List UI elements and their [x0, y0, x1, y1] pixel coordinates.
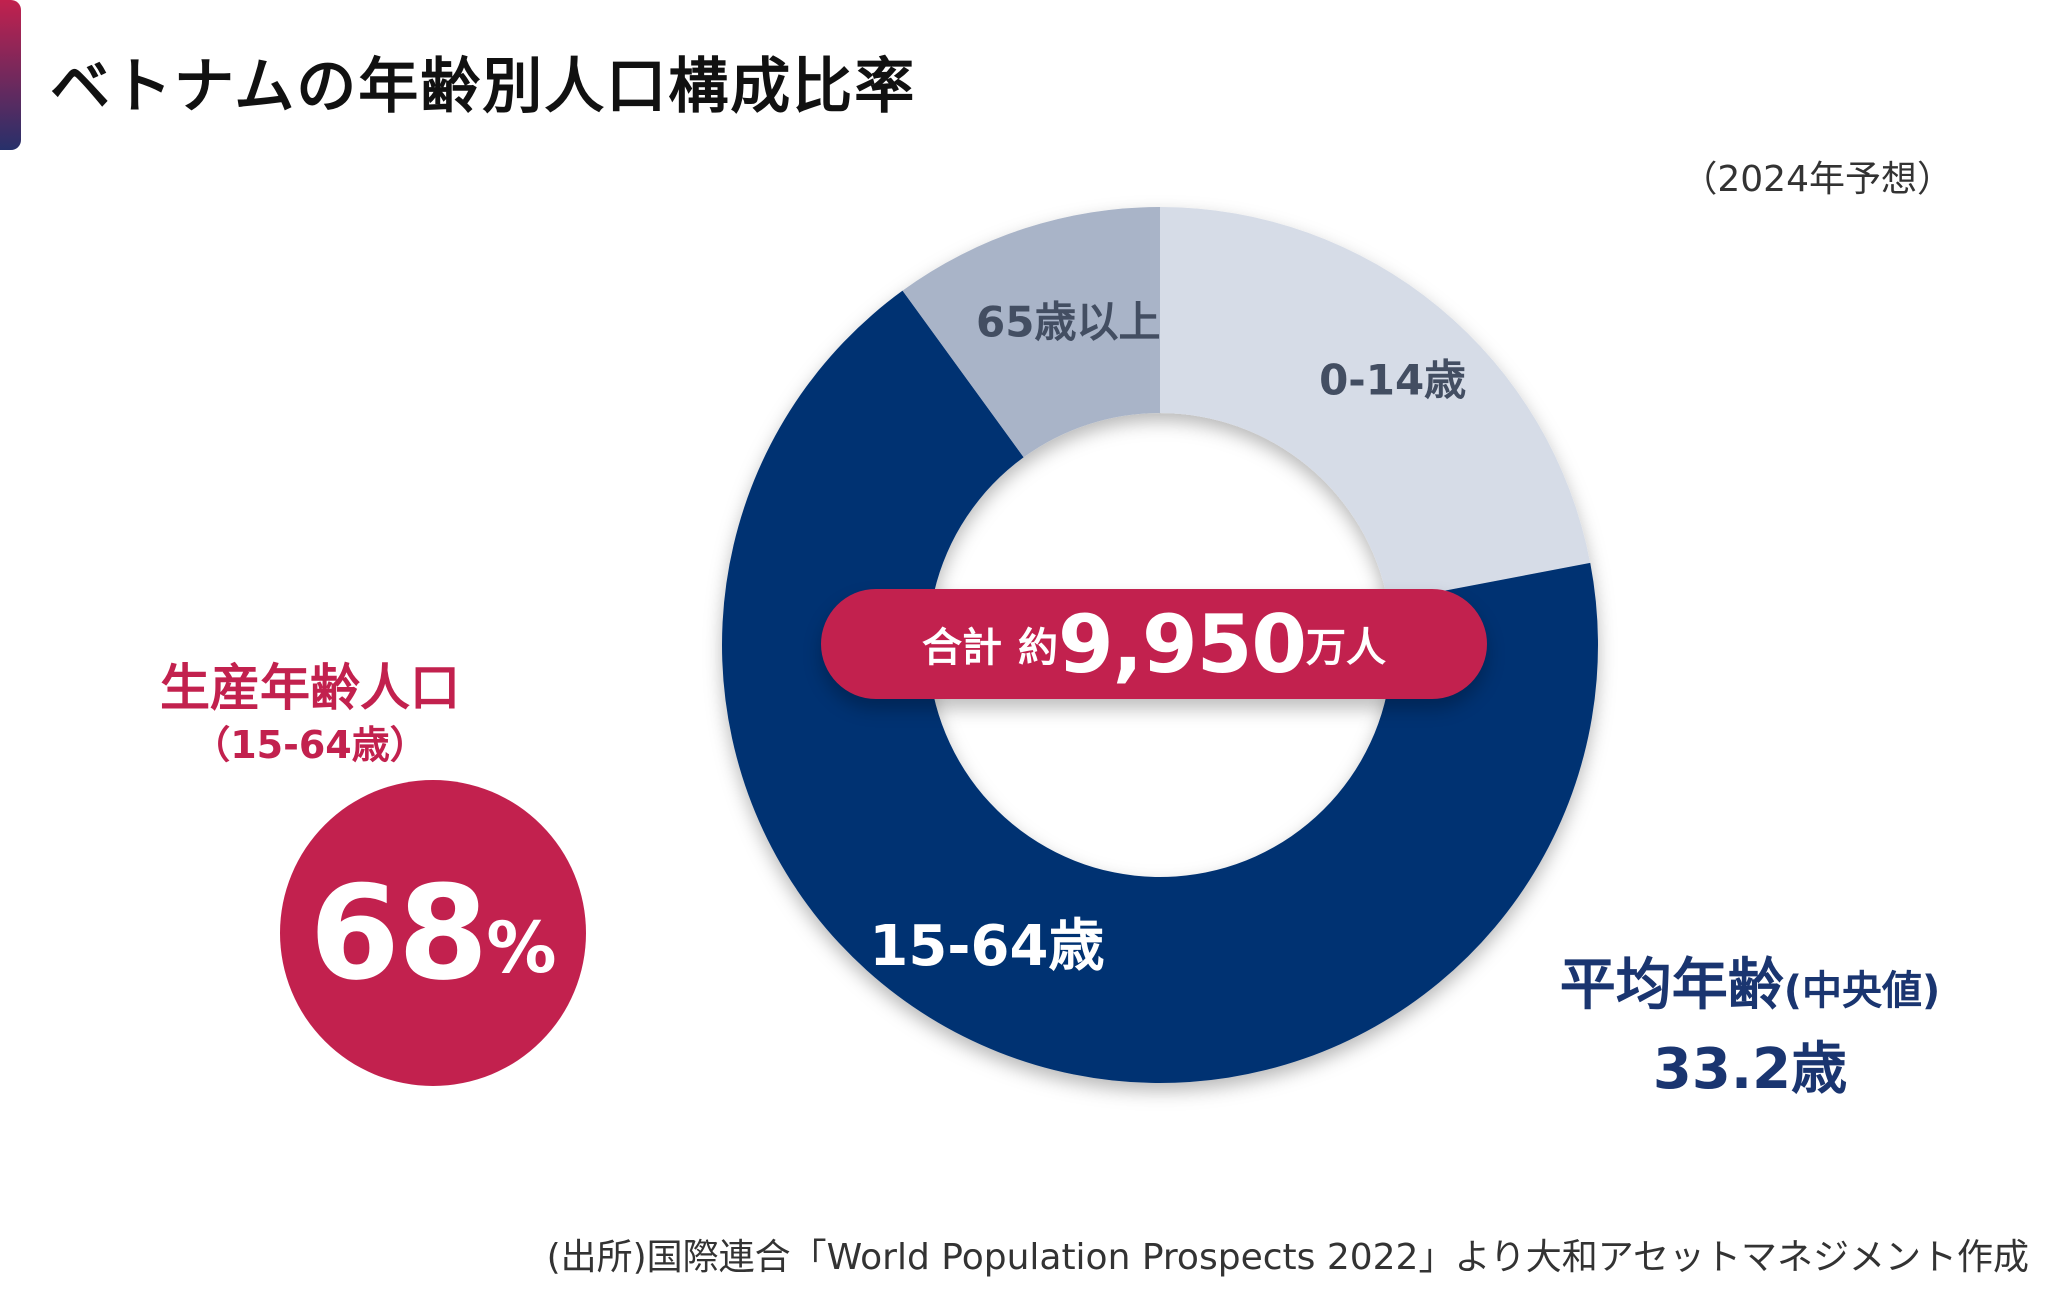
donut-slice-label-2: 15-64歳 [869, 914, 1104, 979]
donut-slices [721, 207, 1598, 1083]
source-note: (出所)国際連合「World Population Prospects 2022… [546, 1237, 2029, 1278]
total-prefix: 合計 [921, 625, 1002, 671]
year-note: （2024年予想） [1681, 159, 1953, 200]
title-accent-bar [0, 0, 21, 150]
working-age-percent-circle: 68 % [280, 780, 586, 1086]
working-age-percent-value: 68 [309, 857, 488, 1009]
donut-slice-label-1: 0-14歳 [1319, 355, 1466, 404]
total-unit: 万人 [1306, 625, 1387, 671]
total-population-pill: 合計 約 9,950 万人 [821, 589, 1487, 699]
donut-slice-labels: 0-14歳 15-64歳 65歳以上 [869, 298, 1466, 979]
donut-slice-2 [721, 290, 1598, 1083]
median-age-title: 平均年齢 [1559, 953, 1784, 1018]
median-age-qualifier: (中央値) [1783, 968, 1941, 1014]
median-age-label: 平均年齢(中央値) 33.2歳 [1510, 950, 1990, 1105]
working-age-label: 生産年齢人口 （15-64歳） [120, 655, 500, 769]
median-age-value: 33.2歳 [1652, 1037, 1848, 1102]
donut-slice-1 [1160, 207, 1591, 602]
total-value: 9,950 [1057, 597, 1307, 691]
donut-slice-3 [902, 207, 1160, 458]
page-title: ベトナムの年齢別人口構成比率 [50, 52, 917, 122]
working-age-range: （15-64歳） [192, 723, 428, 767]
percent-sign: % [486, 907, 557, 989]
total-approx: 約 [1017, 625, 1058, 671]
donut-slice-label-3: 65歳以上 [976, 298, 1160, 347]
working-age-title: 生産年齢人口 [160, 659, 460, 717]
